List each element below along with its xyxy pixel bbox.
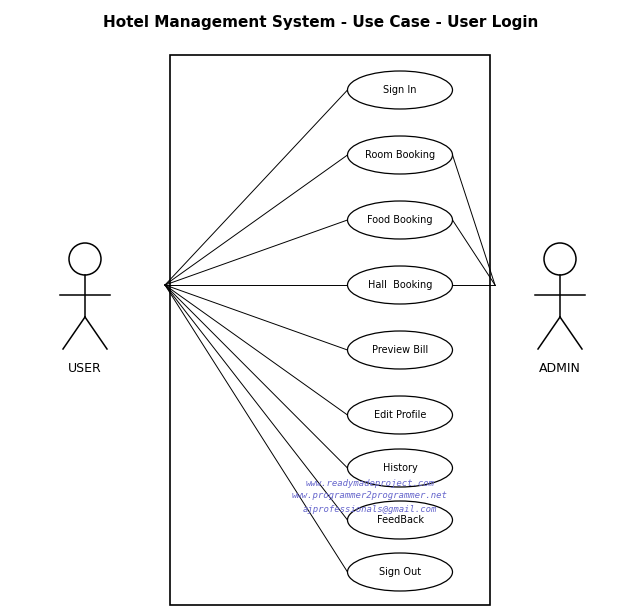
- Text: Hall  Booking: Hall Booking: [368, 280, 432, 290]
- Text: USER: USER: [68, 362, 102, 375]
- Ellipse shape: [347, 201, 453, 239]
- Ellipse shape: [347, 449, 453, 487]
- Text: Sign Out: Sign Out: [379, 567, 421, 577]
- Ellipse shape: [347, 553, 453, 591]
- Ellipse shape: [347, 266, 453, 304]
- Text: FeedBack: FeedBack: [376, 515, 424, 525]
- Ellipse shape: [347, 396, 453, 434]
- Text: History: History: [383, 463, 417, 473]
- Text: Hotel Management System - Use Case - User Login: Hotel Management System - Use Case - Use…: [103, 15, 538, 30]
- Bar: [170, 55, 490, 605]
- Text: Sign In: Sign In: [383, 85, 417, 95]
- Ellipse shape: [347, 71, 453, 109]
- Text: ajprofessionals@gmail.com: ajprofessionals@gmail.com: [303, 504, 437, 514]
- Ellipse shape: [347, 501, 453, 539]
- Text: Edit Profile: Edit Profile: [374, 410, 426, 420]
- Text: Room Booking: Room Booking: [365, 150, 435, 160]
- Text: www.readymadeproject.com: www.readymadeproject.com: [306, 478, 435, 488]
- Text: Food Booking: Food Booking: [367, 215, 433, 225]
- Ellipse shape: [347, 136, 453, 174]
- Ellipse shape: [347, 331, 453, 369]
- Text: Preview Bill: Preview Bill: [372, 345, 428, 355]
- Text: www.programmer2programmer.net: www.programmer2programmer.net: [292, 491, 448, 501]
- Text: ADMIN: ADMIN: [539, 362, 581, 375]
